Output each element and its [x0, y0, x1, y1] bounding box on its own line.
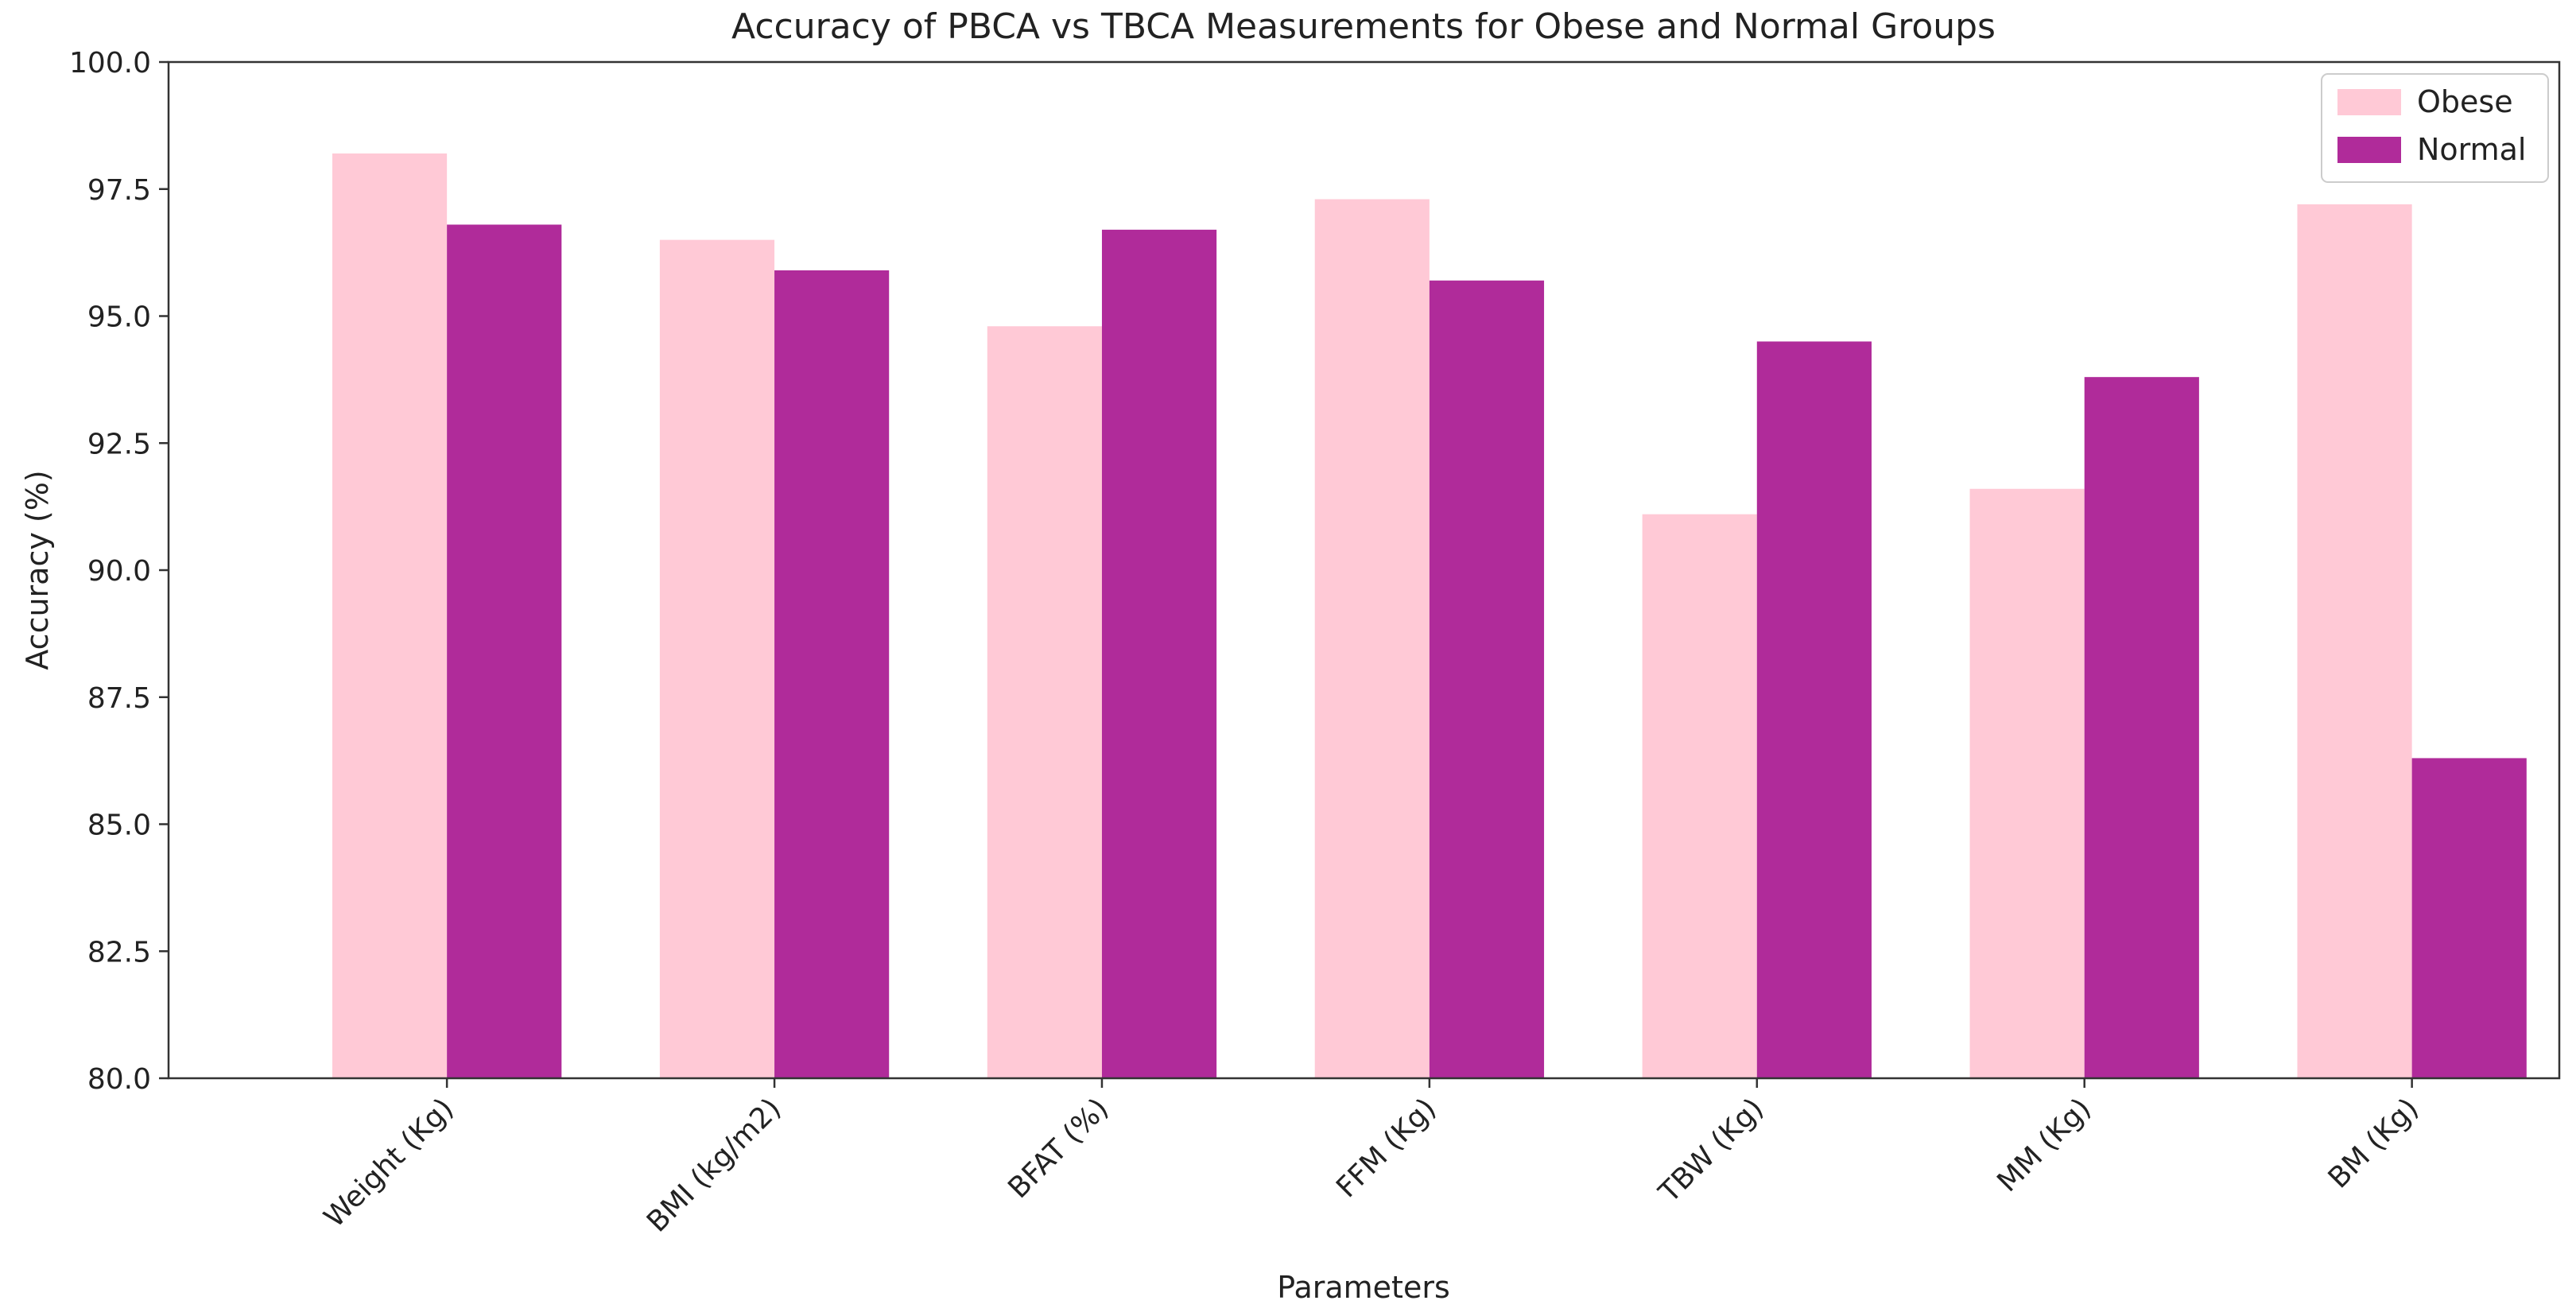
chart-title: Accuracy of PBCA vs TBCA Measurements fo… — [731, 6, 1996, 47]
bar-obese-1 — [659, 239, 775, 1078]
legend-swatch-obese — [2337, 89, 2401, 115]
bar-normal-2 — [1101, 229, 1217, 1078]
bar-obese-0 — [332, 153, 448, 1078]
x-tick-label: FFM (Kg) — [1330, 1092, 1442, 1204]
bar-obese-5 — [1969, 488, 2085, 1078]
y-tick-label: 80.0 — [87, 1063, 151, 1096]
y-axis: 80.0 82.5 85.0 87.5 90.0 92.5 95.0 97.5 100.0 — [69, 47, 169, 1096]
x-tick-label: TBW (Kg) — [1652, 1092, 1770, 1209]
x-tick-label: BMI (kg/m2) — [641, 1092, 787, 1238]
bars — [332, 153, 2527, 1079]
legend-swatch-normal — [2337, 137, 2401, 163]
bar-obese-3 — [1314, 199, 1430, 1078]
x-axis: Weight (Kg) BMI (kg/m2) BFAT (%) FFM (Kg) TB… — [318, 1078, 2425, 1239]
plot-frame — [167, 60, 2561, 1080]
x-tick-label: BM (Kg) — [2322, 1092, 2425, 1194]
bar-normal-1 — [774, 270, 890, 1078]
x-tick-label: Weight (Kg) — [318, 1092, 460, 1233]
y-tick-label: 97.5 — [87, 174, 151, 207]
y-tick-label: 92.5 — [87, 428, 151, 460]
bar-normal-0 — [447, 224, 562, 1079]
y-tick-label: 82.5 — [87, 936, 151, 969]
legend-label-obese: Obese — [2417, 84, 2513, 119]
bar-obese-2 — [987, 326, 1102, 1078]
y-tick-label: 85.0 — [87, 809, 151, 842]
bar-obese-4 — [1642, 514, 1757, 1078]
y-axis-label: Accuracy (%) — [20, 470, 55, 670]
bar-normal-6 — [2411, 758, 2527, 1078]
y-tick-label: 95.0 — [87, 301, 151, 334]
y-tick-label: 90.0 — [87, 555, 151, 588]
legend: Obese Normal — [2321, 73, 2549, 183]
y-tick-label: 100.0 — [69, 47, 151, 80]
x-axis-label: Parameters — [1277, 1270, 1450, 1305]
x-tick-label: MM (Kg) — [1991, 1092, 2097, 1198]
y-tick-label: 87.5 — [87, 682, 151, 715]
bar-normal-5 — [2084, 377, 2199, 1078]
legend-label-normal: Normal — [2417, 132, 2527, 167]
bar-normal-3 — [1429, 280, 1545, 1078]
bar-normal-4 — [1756, 341, 1872, 1078]
x-tick-label: BFAT (%) — [1002, 1092, 1115, 1205]
bar-obese-6 — [2297, 204, 2412, 1078]
